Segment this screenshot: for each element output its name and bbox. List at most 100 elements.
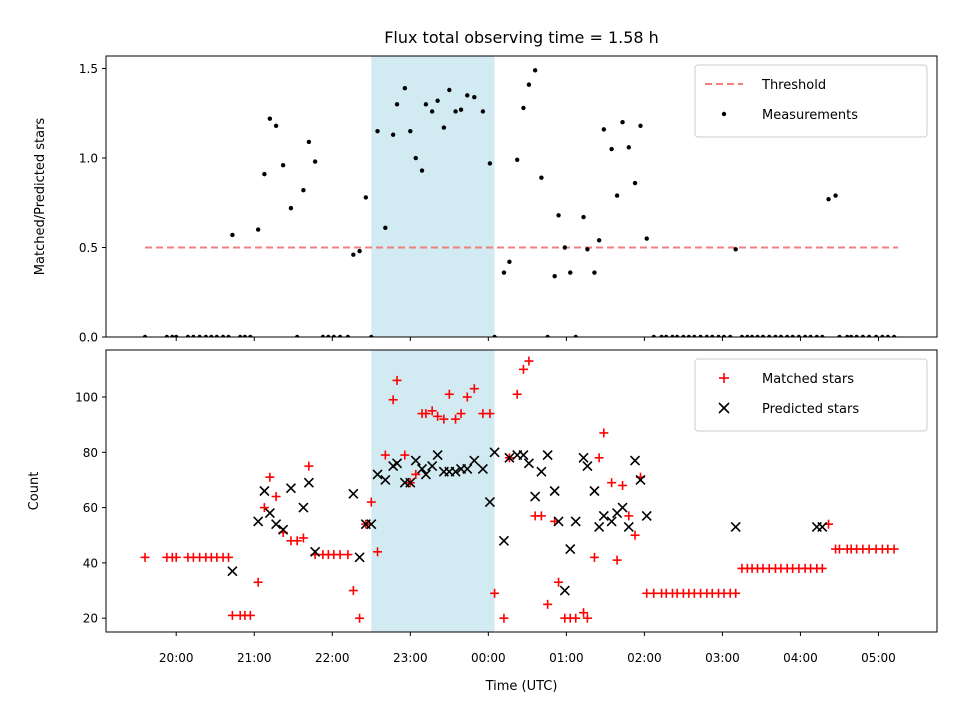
matched-stars-point (366, 497, 376, 507)
matched-stars-point (140, 552, 150, 562)
measurements-point (814, 334, 820, 337)
measurements-point (749, 334, 755, 337)
predicted-stars-point (469, 455, 480, 466)
x-tick-label: 04:00 (783, 651, 818, 665)
measurements-point (185, 334, 191, 337)
measurements-point (220, 334, 226, 337)
measurements-point (609, 146, 614, 152)
measurements-point (596, 238, 602, 243)
predicted-stars-point (598, 510, 609, 521)
measurements-point (592, 270, 597, 275)
matched-stars-point (618, 480, 628, 490)
measurements-point (242, 334, 248, 337)
measurements-point (487, 161, 493, 166)
x-tick-label: 23:00 (393, 651, 428, 665)
count-panel-y-axis-label: Count (27, 472, 42, 511)
measurements-point (778, 334, 784, 337)
matched-stars-point (265, 472, 275, 482)
ratio-panel-marks (142, 68, 898, 337)
predicted-stars-point (559, 585, 570, 596)
matched-stars-point (335, 550, 345, 560)
measurements-point (507, 259, 512, 265)
x-tick-label: 21:00 (237, 651, 272, 665)
measurements-point (197, 334, 202, 337)
measurements-point (326, 334, 331, 337)
measurements-point (390, 132, 396, 137)
predicted-stars-point (589, 485, 600, 497)
predicted-stars-point (298, 502, 309, 513)
matched-stars-point (582, 613, 592, 623)
measurements-point (472, 94, 477, 100)
predicted-stars-point (641, 510, 652, 521)
matched-stars-point (599, 428, 609, 438)
y-tick-label: 1.5 (79, 62, 98, 76)
x-tick-label: 00:00 (471, 651, 506, 665)
measurements-point (659, 334, 664, 337)
measurements-point (581, 214, 586, 220)
predicted-stars-point (536, 466, 547, 477)
matched-stars-point (612, 555, 622, 565)
measurements-point (796, 334, 802, 337)
measurements-point (545, 334, 550, 337)
measurements-point (248, 334, 253, 337)
measurements-point (614, 193, 620, 198)
measurements-point (716, 334, 721, 337)
matched-stars-point (343, 550, 353, 560)
y-tick-label: 80 (83, 446, 98, 460)
measurements-point (226, 334, 231, 337)
x-axis-label: Time (UTC) (485, 679, 558, 694)
measurements-point (288, 205, 294, 211)
matched-stars-point (421, 409, 431, 419)
matched-stars-point (512, 389, 522, 399)
predicted-stars-point (489, 447, 500, 458)
observing-window-span (371, 56, 495, 337)
measurements-point (733, 247, 738, 252)
measurements-point (585, 247, 590, 252)
predicted-stars-point (410, 455, 421, 466)
measurements-point (773, 334, 778, 337)
predicted-stars-point (570, 516, 581, 527)
predicted-stars-point (635, 474, 646, 486)
measurements-point (880, 334, 885, 337)
matched-stars-point (373, 547, 383, 557)
predicted-stars-point (594, 521, 605, 533)
measurements-point (681, 334, 686, 337)
y-tick-label: 60 (83, 501, 98, 515)
measurements-point (209, 334, 214, 337)
x-tick-label: 22:00 (315, 651, 350, 665)
measurements-point (866, 334, 872, 337)
measurements-point (501, 270, 507, 275)
matched-stars-point (624, 511, 634, 521)
measurements-point (267, 116, 273, 121)
measurements-point (480, 109, 486, 114)
measurements-point (465, 93, 470, 98)
measurements-point (423, 102, 429, 107)
measurements-point (552, 273, 557, 279)
measurements-point (601, 127, 607, 132)
y-tick-label: 1.0 (79, 152, 98, 166)
x-tick-label: 01:00 (549, 651, 584, 665)
measurements-point (255, 227, 261, 232)
measurements-point (214, 334, 219, 337)
matched-stars-point (456, 409, 466, 419)
legend-box (694, 64, 928, 138)
predicted-stars-point (285, 483, 296, 494)
count-panel-legend: Matched stars Predicted stars (694, 358, 928, 432)
measurements-point (458, 107, 464, 112)
matched-stars-point (411, 469, 421, 479)
predicted-stars-point (354, 552, 365, 563)
predicted-stars-point (366, 519, 377, 530)
matched-stars-point (427, 406, 437, 416)
measurements-point (539, 175, 544, 180)
measurements-point (363, 195, 369, 200)
measurements-point (170, 334, 175, 337)
measurements-point (357, 248, 362, 254)
measurements-point (728, 334, 733, 337)
matched-stars-point (554, 577, 564, 587)
measurements-point (301, 188, 306, 193)
predicted-stars-point (530, 491, 541, 502)
predicted-stars-point (253, 516, 264, 527)
predicted-stars-point (565, 543, 576, 555)
matched-stars-point (834, 544, 844, 554)
matched-stars-point (518, 364, 528, 374)
